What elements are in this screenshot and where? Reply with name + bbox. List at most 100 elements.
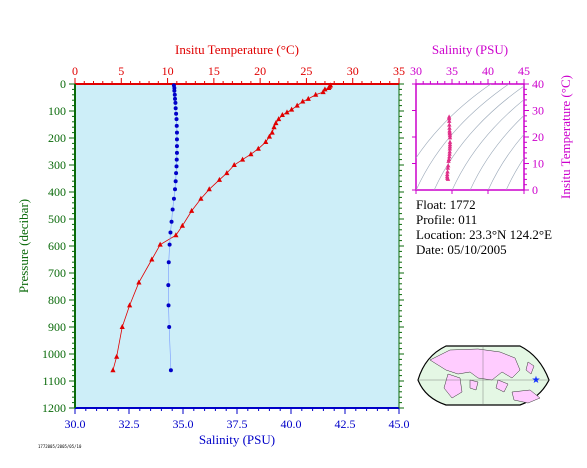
temperature-point: [271, 124, 277, 130]
float-label: Float: 1772: [416, 197, 476, 212]
salinity-point: [174, 171, 179, 176]
salinity-point: [174, 164, 179, 169]
bottom-axis-title: Salinity (PSU): [199, 432, 275, 447]
top-axis-tick-label: 15: [208, 64, 220, 78]
temperature-point: [284, 109, 290, 115]
temperature-point: [114, 353, 120, 359]
temperature-point: [313, 91, 319, 97]
bottom-axis-tick-label: 32.5: [119, 417, 140, 431]
temperature-point: [149, 256, 155, 262]
profile-label: Profile: 011: [416, 212, 478, 227]
salinity-point: [166, 303, 171, 308]
temperature-point: [239, 156, 246, 162]
inset-x-title: Salinity (PSU): [432, 42, 508, 57]
top-axis-tick-label: 25: [300, 64, 312, 78]
pressure-axis-tick-label: 600: [48, 239, 66, 253]
temperature-point: [127, 302, 133, 308]
temperature-point: [305, 95, 311, 101]
top-axis-tick-label: 0: [72, 64, 78, 78]
temperature-point: [198, 195, 204, 201]
density-contour-line: [433, 85, 524, 190]
salinity-point: [166, 260, 171, 265]
salinity-point: [166, 283, 171, 288]
temperature-point: [255, 145, 261, 151]
ts-point: [447, 135, 453, 140]
temperature-point: [300, 98, 306, 104]
map-landmass: [511, 389, 541, 404]
ts-point: [447, 149, 452, 154]
salinity-point: [167, 325, 172, 329]
density-contour-line: [487, 133, 524, 190]
inset-y-title: Insitu Temperature (°C): [558, 75, 573, 199]
temperature-point: [294, 102, 300, 108]
salinity-point: [173, 106, 178, 111]
salinity-point: [174, 130, 179, 135]
temperature-point: [119, 324, 125, 329]
inset-x-tick-label: 30: [410, 64, 422, 78]
temperature-point: [276, 116, 282, 122]
bottom-axis-tick-label: 45.0: [389, 417, 410, 431]
salinity-point: [174, 157, 179, 162]
ts-point: [447, 122, 452, 127]
top-axis-tick-label: 30: [347, 64, 359, 78]
temperature-point: [263, 139, 269, 145]
density-contour-line: [469, 115, 524, 190]
density-contour-line: [416, 84, 510, 190]
bottom-axis-tick-label: 40.0: [281, 417, 302, 431]
top-axis-tick-label: 20: [254, 64, 266, 78]
ts-point: [445, 165, 451, 170]
ts-point: [445, 163, 451, 168]
salinity-point: [174, 150, 179, 155]
density-contours: [416, 84, 524, 190]
footnote-text: 1772005/2005/05/10: [38, 444, 82, 449]
salinity-point: [167, 242, 172, 247]
map-landmass: [429, 348, 521, 381]
bottom-axis-tick-label: 37.5: [227, 417, 248, 431]
temperature-point: [289, 106, 295, 112]
temperature-point: [216, 176, 223, 182]
temperature-point: [136, 279, 142, 285]
ts-point: [446, 115, 452, 121]
pressure-axis-tick-label: 500: [48, 212, 66, 226]
inset-x-tick-label: 35: [446, 64, 458, 78]
ts-point: [445, 176, 451, 181]
ts-point: [445, 169, 450, 174]
temperature-point: [206, 186, 212, 192]
temperature-point: [269, 129, 275, 135]
inset-x-tick-label: 45: [518, 64, 530, 78]
plot-area: [75, 84, 399, 408]
bottom-axis-tick-label: 30.0: [65, 417, 86, 431]
salinity-point: [170, 207, 175, 212]
temperature-point: [279, 112, 285, 118]
pressure-axis-tick-label: 1100: [42, 374, 66, 388]
inset-y-tick-label: 0: [532, 183, 538, 197]
salinity-point: [174, 137, 179, 142]
location-map: ★: [417, 345, 550, 406]
temperature-point: [173, 232, 179, 238]
pressure-axis-tick-label: 0: [60, 77, 66, 91]
pressure-axis-title: Pressure (decibar): [16, 199, 31, 293]
ts-point: [447, 118, 452, 123]
ts-point: [446, 158, 451, 163]
salinity-point: [169, 219, 174, 224]
temperature-point: [231, 162, 237, 167]
salinity-point: [174, 111, 179, 116]
temperature-point: [248, 151, 254, 157]
map-landmass: [525, 361, 535, 375]
top-axis-tick-label: 10: [162, 64, 174, 78]
ts-point: [447, 154, 452, 159]
top-axis-title: Insitu Temperature (°C): [175, 42, 299, 57]
pressure-axis-tick-label: 800: [48, 293, 66, 307]
bottom-axis-tick-label: 42.5: [335, 417, 356, 431]
temperature-point: [273, 120, 279, 126]
ts-point: [447, 151, 452, 156]
temperature-point: [179, 222, 185, 228]
density-contour-line: [451, 99, 524, 190]
temperature-point: [157, 241, 163, 247]
ts-point: [445, 171, 450, 177]
ts-point: [447, 125, 452, 130]
temperature-point: [266, 133, 272, 139]
salinity-point: [173, 187, 178, 192]
temperature-point: [189, 207, 195, 213]
